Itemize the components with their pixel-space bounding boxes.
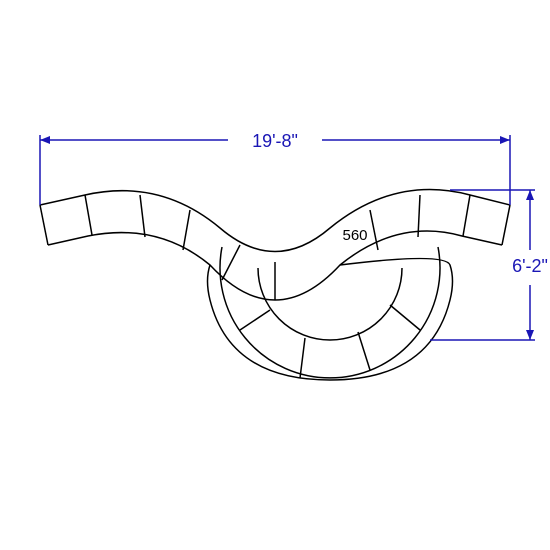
width-label: 19'-8" xyxy=(252,131,298,151)
center-label: 560 xyxy=(342,227,367,244)
dimension-width: 19'-8" xyxy=(40,131,510,205)
dimension-height: 6'-2" xyxy=(430,190,548,340)
height-label: 6'-2" xyxy=(512,256,548,276)
sectional-outline xyxy=(40,190,510,380)
dimension-drawing: 19'-8" 6'-2" 560 xyxy=(0,0,550,550)
